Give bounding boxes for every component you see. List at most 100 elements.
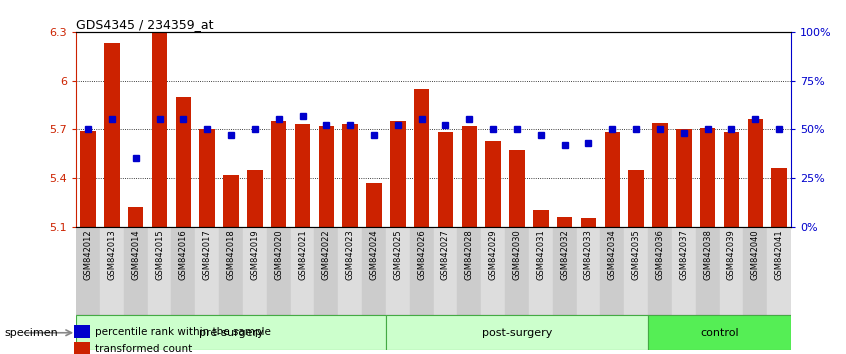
Text: GSM842025: GSM842025 (393, 229, 403, 280)
Bar (176, 97, 191, 227)
Text: pre-surgery: pre-surgery (199, 328, 263, 338)
Bar (505, 227, 529, 315)
Text: GSM842037: GSM842037 (679, 229, 689, 280)
Bar (437, 132, 453, 227)
Bar (748, 120, 763, 227)
Text: GSM842021: GSM842021 (298, 229, 307, 280)
Bar (629, 170, 644, 227)
Bar (481, 227, 505, 315)
Text: GSM842031: GSM842031 (536, 229, 546, 280)
Text: GSM842015: GSM842015 (155, 229, 164, 280)
Text: GSM842033: GSM842033 (584, 229, 593, 280)
Bar (291, 227, 315, 315)
Bar (648, 227, 672, 315)
Bar (195, 227, 219, 315)
Text: GSM842026: GSM842026 (417, 229, 426, 280)
Bar (462, 126, 477, 227)
Bar (315, 227, 338, 315)
Bar (744, 227, 767, 315)
Text: GDS4345 / 234359_at: GDS4345 / 234359_at (76, 18, 214, 31)
Bar (362, 227, 386, 315)
Text: GSM842034: GSM842034 (607, 229, 617, 280)
Text: GSM842041: GSM842041 (775, 229, 783, 280)
Bar (266, 227, 291, 315)
Bar (390, 121, 405, 227)
Bar (294, 124, 310, 227)
Bar (200, 129, 215, 227)
Text: percentile rank within the sample: percentile rank within the sample (95, 327, 271, 337)
Text: GSM842039: GSM842039 (727, 229, 736, 280)
Bar (723, 132, 739, 227)
Text: GSM842032: GSM842032 (560, 229, 569, 280)
Bar (529, 227, 552, 315)
Bar (104, 43, 119, 227)
Text: post-surgery: post-surgery (481, 328, 552, 338)
Bar (557, 217, 573, 227)
Bar (552, 227, 576, 315)
Bar (147, 227, 172, 315)
Text: GSM842016: GSM842016 (179, 229, 188, 280)
Bar (434, 227, 458, 315)
Bar (458, 227, 481, 315)
Bar (580, 218, 596, 227)
Text: GSM842023: GSM842023 (346, 229, 354, 280)
Text: GSM842036: GSM842036 (656, 229, 664, 280)
Bar (509, 150, 525, 227)
Bar (414, 88, 430, 227)
Bar (243, 227, 266, 315)
FancyBboxPatch shape (76, 315, 386, 350)
Bar (128, 207, 144, 227)
Bar (80, 131, 96, 227)
Text: GSM842029: GSM842029 (489, 229, 497, 280)
Bar (601, 227, 624, 315)
Text: GSM842027: GSM842027 (441, 229, 450, 280)
Bar (772, 168, 787, 227)
Bar (672, 227, 695, 315)
Bar (100, 227, 124, 315)
Bar (652, 123, 667, 227)
Text: GSM842017: GSM842017 (203, 229, 212, 280)
Text: GSM842035: GSM842035 (632, 229, 640, 280)
Text: transformed count: transformed count (95, 344, 192, 354)
Bar (247, 170, 262, 227)
Bar (533, 210, 548, 227)
Bar (700, 127, 716, 227)
Bar (172, 227, 195, 315)
Bar (719, 227, 744, 315)
Bar (695, 227, 719, 315)
Text: GSM842013: GSM842013 (107, 229, 117, 280)
Bar (624, 227, 648, 315)
Bar (319, 126, 334, 227)
Bar (343, 124, 358, 227)
Text: GSM842030: GSM842030 (513, 229, 521, 280)
Text: GSM842028: GSM842028 (464, 229, 474, 280)
Bar (386, 227, 409, 315)
Bar (577, 227, 601, 315)
Bar (271, 121, 287, 227)
Text: GSM842018: GSM842018 (227, 229, 235, 280)
Bar (767, 227, 791, 315)
Bar (366, 183, 382, 227)
Text: control: control (700, 328, 739, 338)
Bar (409, 227, 434, 315)
Bar (219, 227, 243, 315)
Text: GSM842012: GSM842012 (84, 229, 92, 280)
Bar (76, 227, 100, 315)
Bar (338, 227, 362, 315)
Text: GSM842024: GSM842024 (370, 229, 378, 280)
Bar (223, 175, 239, 227)
Bar (151, 32, 168, 227)
Text: GSM842038: GSM842038 (703, 229, 712, 280)
Bar (605, 132, 620, 227)
Text: GSM842014: GSM842014 (131, 229, 140, 280)
Text: specimen: specimen (4, 328, 58, 338)
Bar (676, 129, 691, 227)
Text: GSM842022: GSM842022 (321, 229, 331, 280)
Bar (486, 141, 501, 227)
FancyBboxPatch shape (648, 315, 791, 350)
Bar (124, 227, 147, 315)
Text: GSM842040: GSM842040 (750, 229, 760, 280)
Text: GSM842019: GSM842019 (250, 229, 260, 280)
FancyBboxPatch shape (386, 315, 648, 350)
Text: GSM842020: GSM842020 (274, 229, 283, 280)
